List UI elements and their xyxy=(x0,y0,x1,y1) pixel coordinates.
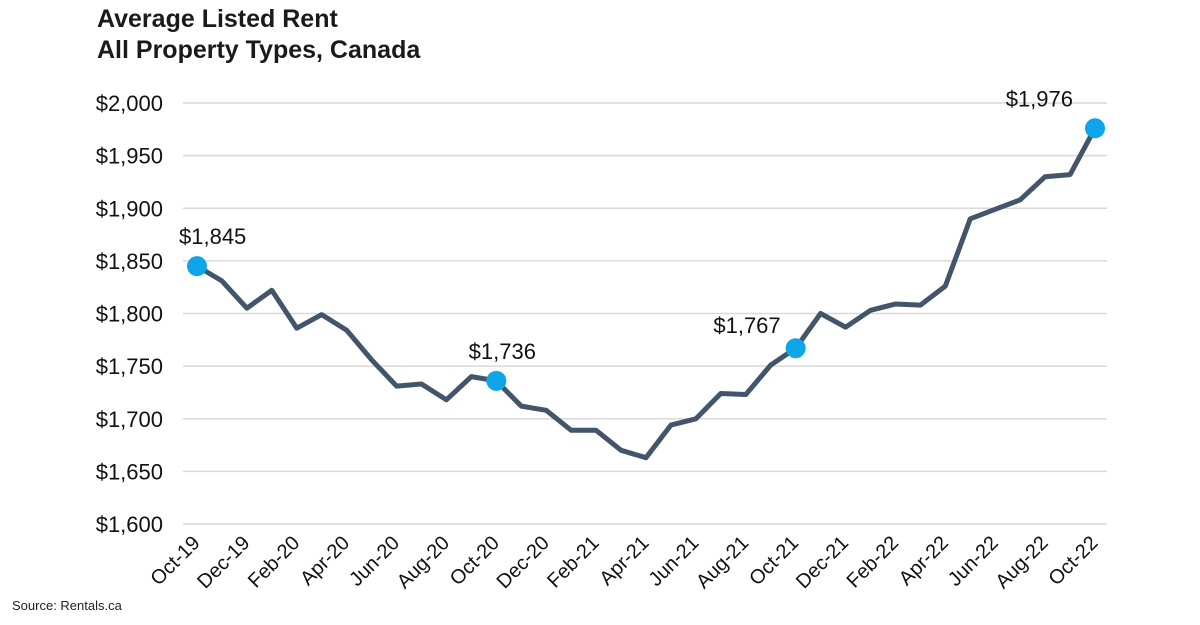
series-line-group xyxy=(194,125,1098,461)
x-tick-label: Oct-22 xyxy=(1045,532,1103,590)
x-tick-label: Jun-20 xyxy=(345,532,404,591)
data-label: $1,845 xyxy=(179,224,246,249)
x-tick-label: Jun-22 xyxy=(944,532,1003,591)
x-tick-label: Feb-22 xyxy=(843,532,903,592)
highlight-marker xyxy=(1085,118,1105,139)
y-tick-label: $1,700 xyxy=(96,407,163,432)
highlight-marker xyxy=(486,370,507,391)
chart-subtitle: All Property Types, Canada xyxy=(97,36,421,64)
y-tick-label: $1,800 xyxy=(96,302,163,327)
x-tick-label: Aug-20 xyxy=(393,532,454,593)
x-tick-label: Aug-22 xyxy=(991,532,1052,593)
x-tick-label: Jun-21 xyxy=(645,532,704,591)
x-tick-label: Aug-21 xyxy=(692,532,753,593)
x-tick-label: Dec-20 xyxy=(493,532,554,593)
y-tick-label: $1,900 xyxy=(96,196,163,221)
x-axis-ticks: Oct-19Dec-19Feb-20Apr-20Jun-20Aug-20Oct-… xyxy=(147,532,1103,593)
data-label: $1,976 xyxy=(1006,86,1073,111)
y-tick-label: $2,000 xyxy=(96,91,163,116)
x-tick-label: Feb-20 xyxy=(244,532,304,592)
x-tick-label: Dec-21 xyxy=(792,532,853,593)
data-label: $1,767 xyxy=(713,313,780,338)
data-labels: $1,845 $1,736 $1,767 $1,976 xyxy=(179,86,1073,364)
x-tick-label: Feb-21 xyxy=(543,532,603,592)
y-tick-label: $1,850 xyxy=(96,249,163,274)
chart-title-block: Average Listed Rent All Property Types, … xyxy=(97,4,420,66)
data-label: $1,736 xyxy=(469,339,536,364)
highlight-marker xyxy=(187,256,207,277)
x-tick-label: Apr-20 xyxy=(296,532,354,590)
y-tick-label: $1,600 xyxy=(96,512,163,537)
highlight-marker xyxy=(785,338,806,359)
source-note: Source: Rentals.ca xyxy=(12,598,122,613)
y-tick-label: $1,950 xyxy=(96,144,163,169)
gridlines xyxy=(183,102,1107,525)
y-tick-label: $1,650 xyxy=(96,459,163,484)
x-tick-label: Apr-22 xyxy=(895,532,953,590)
y-axis-ticks: $1,600 $1,650 $1,700 $1,750 $1,800 $1,850 $1,9… xyxy=(96,91,163,537)
series-line xyxy=(194,125,1098,461)
chart-title: Average Listed Rent xyxy=(97,5,338,33)
x-tick-label: Dec-19 xyxy=(193,532,254,593)
highlight-markers xyxy=(187,118,1105,391)
y-tick-label: $1,750 xyxy=(96,354,163,379)
x-tick-label: Apr-21 xyxy=(596,532,654,590)
